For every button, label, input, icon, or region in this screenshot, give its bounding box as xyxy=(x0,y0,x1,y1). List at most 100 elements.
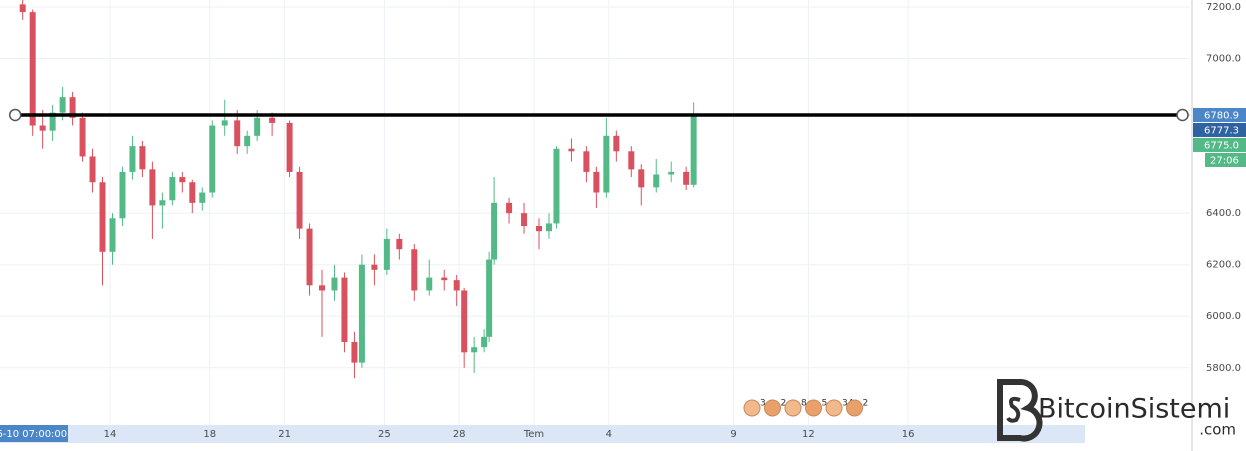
candle-body xyxy=(668,171,675,175)
candle-body xyxy=(583,151,590,172)
candle-body xyxy=(296,171,303,229)
x-tick-label: 9 xyxy=(730,429,736,440)
y-tick-label: 6400.0 xyxy=(1206,208,1241,219)
candle-body xyxy=(139,146,146,170)
grid: 5800.0 6000.0 6200.0 6400.0 7000.0 7200.0 14 18… xyxy=(0,0,1241,440)
candle-body xyxy=(199,192,206,203)
candle-body xyxy=(506,202,513,214)
candle-body xyxy=(286,122,293,172)
candle-body xyxy=(306,228,313,286)
countdown-box xyxy=(1205,152,1246,167)
candle-body xyxy=(169,177,176,201)
x-tick-label: 12 xyxy=(802,429,815,440)
event-flag xyxy=(846,399,863,417)
price-label-box xyxy=(1193,107,1246,122)
price-label: 6775.0 xyxy=(1204,140,1239,151)
candle-body xyxy=(396,238,403,250)
candle-body xyxy=(29,12,36,126)
candle-body xyxy=(461,290,468,353)
candle-body xyxy=(331,277,338,291)
candle-body xyxy=(319,285,326,291)
y-tick-label: 5800.0 xyxy=(1206,363,1241,374)
price-label-box xyxy=(1193,137,1246,152)
candle-body xyxy=(179,177,186,183)
candle-body xyxy=(568,148,575,152)
candle-body xyxy=(426,277,433,291)
y-tick-label: 7200.0 xyxy=(1206,2,1241,13)
x-axis-band xyxy=(0,425,1085,443)
candle-body xyxy=(49,112,56,131)
candle-body xyxy=(653,174,660,188)
candle-body xyxy=(638,169,645,188)
candle-body xyxy=(341,277,348,343)
event-count: 3 xyxy=(760,399,766,409)
candle-body xyxy=(89,156,96,183)
candle-body xyxy=(553,148,560,224)
watermark-domain: .com xyxy=(1199,421,1236,439)
candle-body xyxy=(79,117,86,157)
x-tick-label: Tem xyxy=(523,429,544,440)
event-count: 5 xyxy=(822,399,828,409)
event-count: 2 xyxy=(781,399,787,409)
candle-body xyxy=(536,226,543,232)
event-count: 8 xyxy=(801,399,807,409)
candle-body xyxy=(603,135,610,193)
candle-body xyxy=(244,135,251,147)
candle-body xyxy=(383,238,390,270)
x-tick-label: 18 xyxy=(203,429,216,440)
candle-body xyxy=(119,171,126,219)
candle-body xyxy=(19,4,26,13)
candle-body xyxy=(481,336,488,348)
candle-body xyxy=(189,182,196,203)
candle-body xyxy=(628,151,635,170)
candle-body xyxy=(453,280,460,291)
candle-body xyxy=(545,223,552,232)
candle-body xyxy=(221,120,228,126)
candle-body xyxy=(371,264,378,270)
candle-body xyxy=(159,200,166,206)
logo xyxy=(997,379,1043,442)
x-tick-label: 28 xyxy=(453,429,466,440)
candle-body xyxy=(690,115,697,185)
candle-body xyxy=(683,171,690,185)
trend-handle xyxy=(8,108,22,122)
crosshair-label: 06-10 07:00:00 xyxy=(0,429,67,440)
event-flag xyxy=(805,399,822,417)
trend-handle xyxy=(1176,108,1189,122)
event-flag xyxy=(784,399,802,417)
candle-body xyxy=(69,97,76,118)
candle-body xyxy=(39,125,46,131)
candle-body xyxy=(411,249,418,291)
event-count: 2 xyxy=(863,399,869,409)
event-flag xyxy=(764,399,781,417)
candle-body xyxy=(441,277,448,281)
price-label: 6780.9 xyxy=(1204,110,1239,121)
price-label: 6777.3 xyxy=(1204,125,1239,136)
candle-body xyxy=(254,117,261,136)
countdown: 27:06 xyxy=(1210,155,1239,166)
watermark-brand: BitcoinSistemi xyxy=(1038,394,1230,425)
candle-body xyxy=(471,347,478,353)
event-flag xyxy=(743,399,761,417)
price-label-box xyxy=(1193,122,1246,137)
candle-body xyxy=(109,218,116,252)
x-tick-label: 4 xyxy=(606,429,612,440)
candle-body xyxy=(491,202,498,260)
candle-body xyxy=(99,182,106,252)
crosshair-box xyxy=(0,425,68,442)
candle-body xyxy=(269,117,276,123)
candle-body xyxy=(486,259,493,337)
candle-body xyxy=(351,342,358,363)
candle-body xyxy=(59,97,66,113)
candle-body xyxy=(129,146,136,172)
x-tick-label: 16 xyxy=(902,429,915,440)
candle-body xyxy=(209,125,216,193)
x-tick-label: 25 xyxy=(378,429,391,440)
y-tick-label: 6200.0 xyxy=(1206,260,1241,271)
candle-body xyxy=(613,135,620,152)
watermark: BitcoinSistemi .com xyxy=(997,379,1236,442)
candle-body xyxy=(521,213,528,227)
logo-s xyxy=(1006,396,1021,423)
